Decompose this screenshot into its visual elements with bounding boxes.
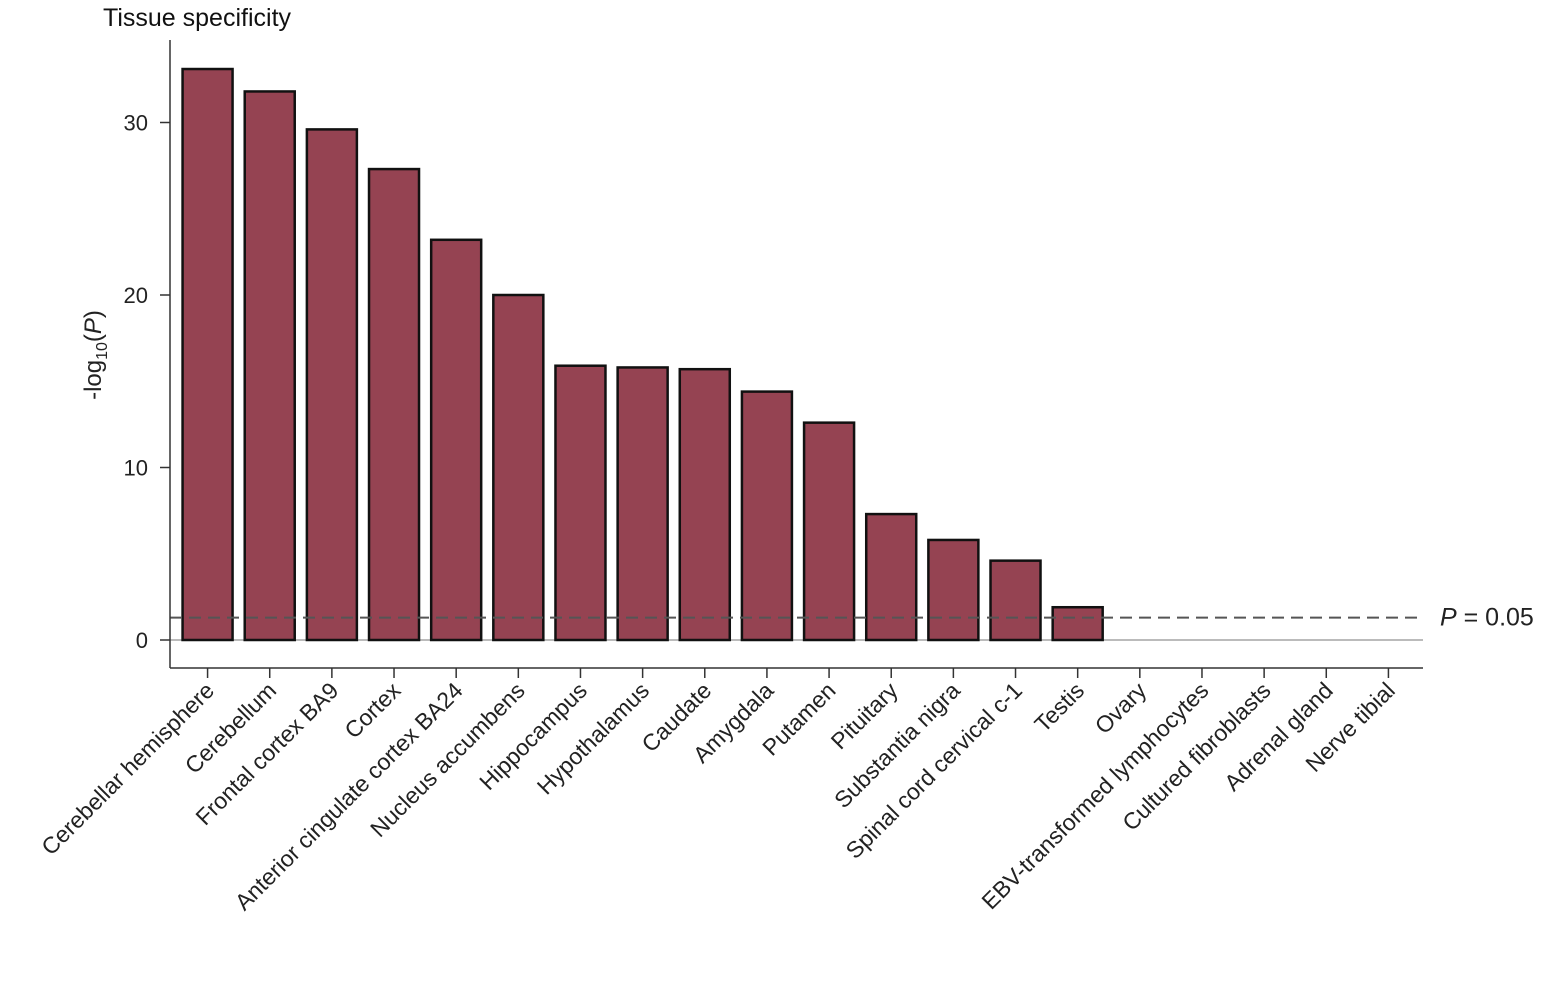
bar bbox=[802, 421, 856, 642]
bar bbox=[492, 293, 545, 642]
threshold-label: P = 0.05 bbox=[1440, 604, 1534, 632]
bar bbox=[740, 390, 794, 642]
axes-layer: 0 10 20 30 bbox=[124, 40, 1423, 678]
bar bbox=[554, 364, 607, 642]
bar bbox=[1051, 605, 1104, 642]
x-tick-label: Anterior cingulate cortex BA24 bbox=[230, 677, 468, 915]
bar bbox=[927, 538, 980, 642]
bar bbox=[678, 367, 732, 642]
bar bbox=[864, 512, 918, 642]
x-tick-label: Testis bbox=[1029, 677, 1089, 737]
bars-layer bbox=[181, 67, 1104, 642]
threshold-layer: P = 0.05 bbox=[170, 604, 1534, 632]
y-tick-label: 30 bbox=[124, 111, 148, 136]
y-axis-label-layer: -log10(P) bbox=[80, 310, 111, 400]
bar bbox=[616, 366, 669, 642]
bar bbox=[305, 128, 359, 642]
bar bbox=[367, 167, 421, 642]
bar bbox=[989, 559, 1042, 642]
bar bbox=[181, 67, 234, 642]
y-tick-label: 10 bbox=[124, 456, 148, 481]
bar bbox=[243, 90, 296, 642]
y-axis-label: -log10(P) bbox=[80, 310, 111, 400]
x-tick-label: EBV-transformed lymphocytes bbox=[976, 677, 1213, 914]
bar bbox=[429, 238, 483, 642]
x-tick-label: Hippocampus bbox=[474, 677, 592, 795]
y-tick-label: 0 bbox=[136, 628, 148, 653]
y-tick-label: 20 bbox=[124, 283, 148, 308]
chart-title: Tissue specificity bbox=[103, 4, 292, 32]
x-tick-label: Adrenal gland bbox=[1219, 677, 1338, 796]
